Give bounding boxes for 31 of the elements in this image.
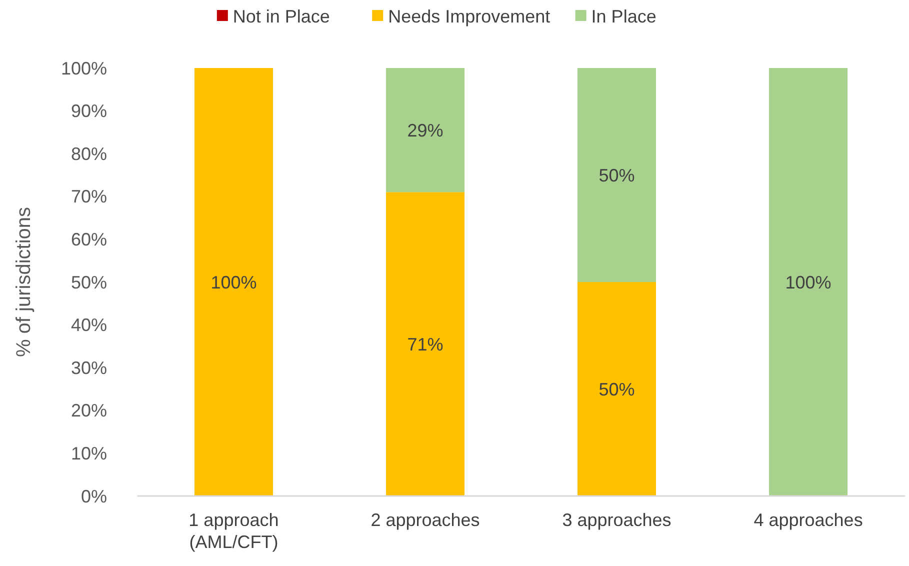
y-tick-label: 80% — [70, 144, 107, 164]
legend-label: In Place — [591, 6, 656, 26]
bar — [386, 68, 464, 192]
bar — [386, 192, 464, 496]
y-tick-label: 60% — [70, 230, 107, 250]
data-label: 100% — [785, 272, 832, 292]
y-tick-label: 90% — [70, 101, 107, 122]
data-label: 29% — [407, 120, 444, 140]
legend-label: Not in Place — [232, 6, 330, 26]
data-label: 100% — [210, 272, 257, 292]
y-tick-label: 70% — [70, 186, 107, 207]
y-tick-label: 50% — [70, 272, 107, 292]
y-tick-label: 100% — [60, 58, 107, 78]
y-tick-label: 40% — [70, 315, 107, 336]
data-label: 71% — [407, 334, 444, 354]
y-axis-title: % of jurisdictions — [13, 206, 35, 358]
y-tick-label: 0% — [80, 486, 107, 506]
y-tick-label: 20% — [70, 400, 107, 421]
bar — [578, 282, 656, 496]
x-tick-label: 1 approach (AML/CFT) — [188, 510, 279, 552]
legend-label: Needs Improvement — [388, 6, 550, 26]
data-label: 50% — [598, 379, 635, 400]
bar — [769, 68, 848, 496]
x-tick-label: 3 approaches — [562, 510, 672, 530]
bar — [194, 68, 273, 496]
x-tick-label: 4 approaches — [754, 510, 863, 530]
data-label: 50% — [598, 165, 635, 186]
bar — [578, 68, 656, 282]
y-tick-label: 10% — [70, 444, 107, 464]
x-tick-label: 2 approaches — [370, 510, 480, 530]
y-tick-label: 30% — [70, 358, 107, 378]
